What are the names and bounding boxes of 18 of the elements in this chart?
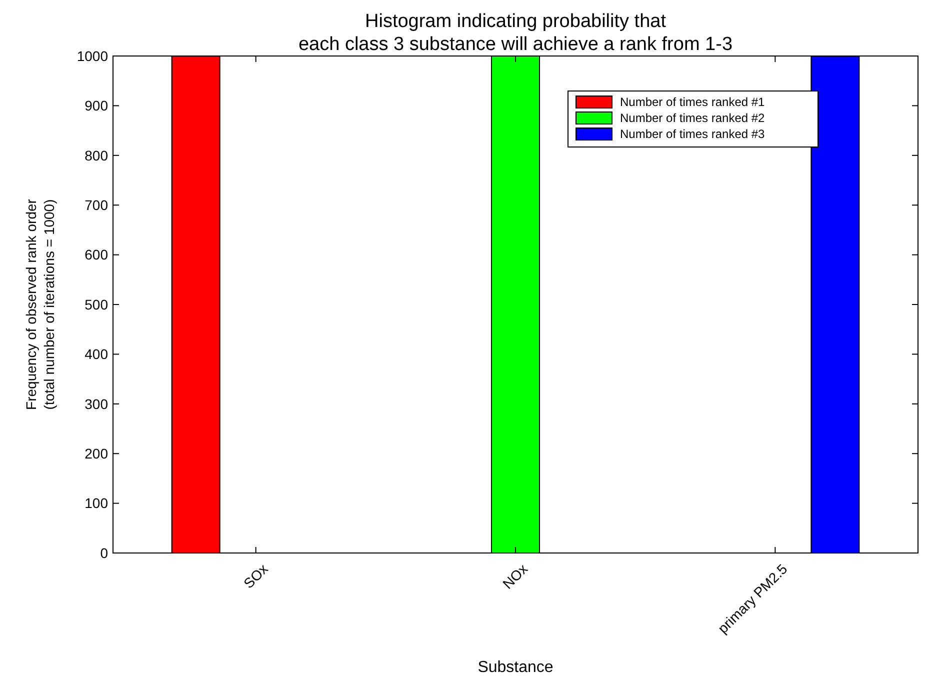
legend-label: Number of times ranked #2	[620, 111, 766, 126]
y-tick-label: 800	[84, 147, 108, 164]
x-axis-title: Substance	[478, 659, 554, 676]
chart-title: Histogram indicating probability that each class 3 substance will achieve a rank from 1-3	[298, 11, 733, 55]
y-tick-label: 100	[84, 495, 108, 512]
y-tick-label: 900	[84, 98, 108, 114]
x-tick-label: SOx	[240, 560, 271, 592]
y-tick-label: 200	[84, 446, 108, 462]
legend-label: Number of times ranked #3	[620, 127, 766, 142]
y-tick-label: 500	[84, 296, 108, 312]
y-tick-label: 0	[100, 544, 108, 561]
y-tick-label: 300	[84, 396, 108, 412]
y-tick-label: 700	[84, 197, 108, 213]
y-tick-label: 1000	[76, 48, 108, 64]
y-tick-label: 600	[84, 246, 108, 263]
y-tick-label: 400	[84, 346, 108, 362]
legend-label: Number of times ranked #1	[620, 95, 766, 110]
y-axis-title: Frequency of observed rank order (total number of iterations = 1000)	[22, 198, 57, 410]
